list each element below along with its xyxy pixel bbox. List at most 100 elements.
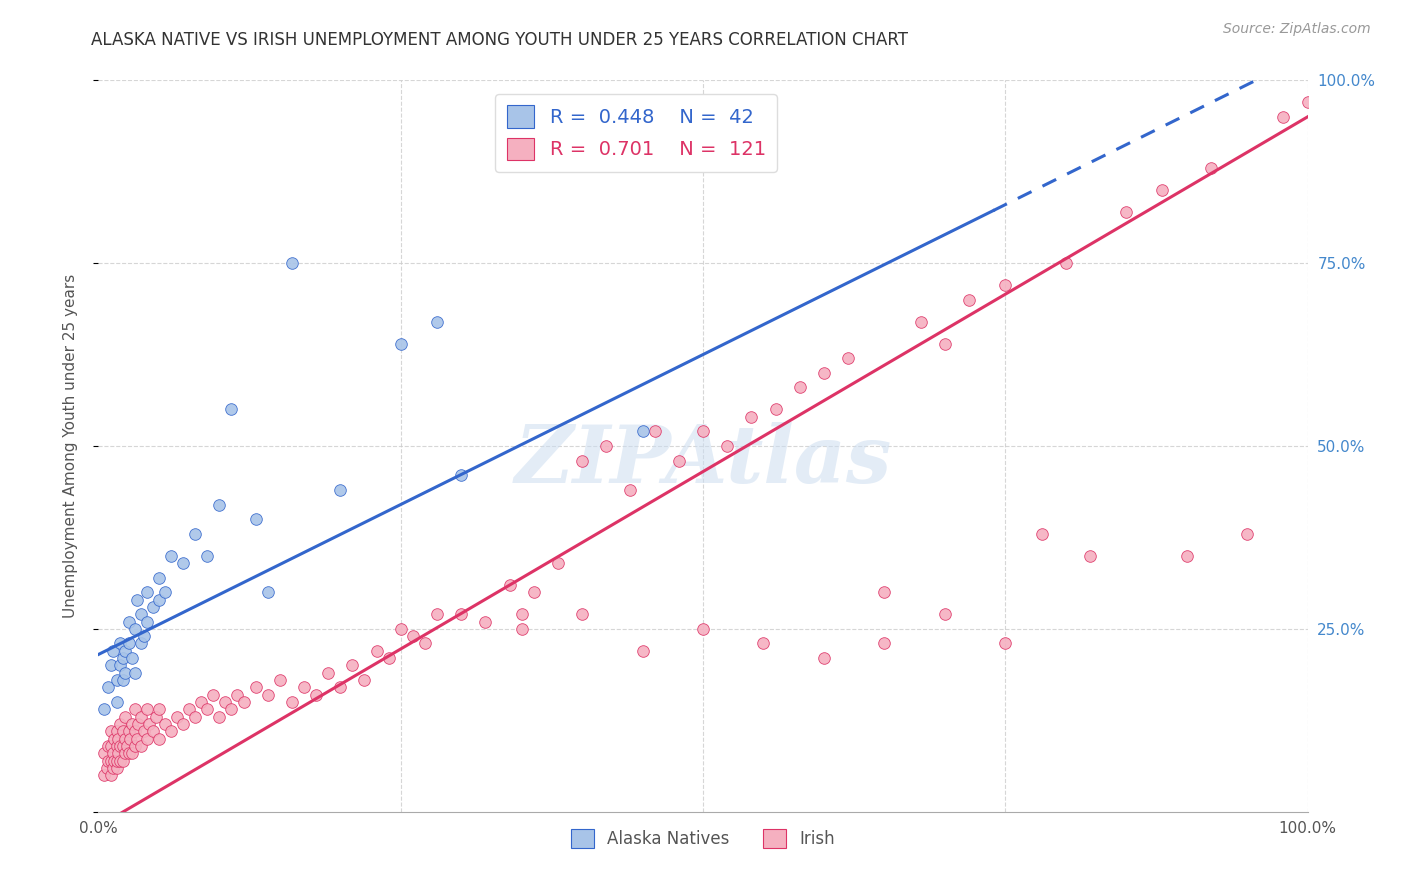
Point: [426, 315, 449, 329]
Point: [510, 622, 533, 636]
Point: [111, 754, 134, 768]
Point: [153, 585, 176, 599]
Point: [100, 754, 122, 768]
Point: [97, 681, 120, 695]
Point: [134, 629, 156, 643]
Point: [413, 636, 436, 650]
Point: [108, 636, 131, 650]
Point: [716, 439, 738, 453]
Point: [127, 717, 149, 731]
Point: [101, 761, 124, 775]
Point: [148, 571, 170, 585]
Point: [329, 681, 352, 695]
Point: [190, 695, 212, 709]
Point: [129, 739, 152, 753]
Point: [281, 695, 304, 709]
Point: [97, 739, 120, 753]
Point: [498, 578, 520, 592]
Point: [195, 549, 218, 563]
Point: [765, 402, 787, 417]
Point: [426, 607, 449, 622]
Point: [118, 731, 141, 746]
Point: [619, 483, 641, 497]
Point: [111, 651, 134, 665]
Point: [129, 709, 152, 723]
Point: [100, 768, 122, 782]
Point: [93, 702, 115, 716]
Point: [292, 681, 315, 695]
Point: [644, 425, 666, 439]
Point: [256, 585, 278, 599]
Point: [281, 256, 304, 270]
Point: [172, 556, 194, 570]
Point: [129, 607, 152, 622]
Point: [148, 731, 170, 746]
Point: [789, 380, 811, 394]
Point: [1152, 183, 1174, 197]
Point: [179, 702, 201, 716]
Point: [692, 425, 714, 439]
Point: [142, 599, 165, 614]
Point: [184, 709, 207, 723]
Point: [316, 665, 339, 680]
Point: [121, 651, 143, 665]
Point: [114, 709, 136, 723]
Point: [692, 110, 714, 124]
Point: [135, 585, 157, 599]
Point: [353, 673, 375, 687]
Point: [142, 724, 165, 739]
Point: [103, 731, 125, 746]
Point: [118, 615, 141, 629]
Point: [114, 731, 136, 746]
Point: [269, 673, 291, 687]
Point: [631, 425, 654, 439]
Point: [124, 622, 146, 636]
Point: [523, 585, 546, 599]
Point: [668, 453, 690, 467]
Point: [105, 724, 128, 739]
Point: [1236, 526, 1258, 541]
Point: [631, 644, 654, 658]
Point: [114, 665, 136, 680]
Point: [100, 658, 122, 673]
Point: [1031, 526, 1053, 541]
Point: [208, 709, 231, 723]
Point: [305, 688, 328, 702]
Point: [118, 746, 141, 760]
Point: [107, 746, 129, 760]
Point: [450, 468, 472, 483]
Legend: Alaska Natives, Irish: Alaska Natives, Irish: [564, 822, 842, 855]
Point: [1078, 549, 1101, 563]
Point: [752, 636, 775, 650]
Point: [571, 607, 593, 622]
Point: [389, 622, 412, 636]
Point: [105, 761, 128, 775]
Point: [114, 746, 136, 760]
Point: [118, 636, 141, 650]
Point: [153, 717, 176, 731]
Point: [114, 644, 136, 658]
Point: [342, 658, 364, 673]
Point: [108, 658, 131, 673]
Point: [202, 688, 225, 702]
Point: [692, 622, 714, 636]
Point: [121, 717, 143, 731]
Point: [256, 688, 278, 702]
Point: [121, 746, 143, 760]
Point: [134, 724, 156, 739]
Point: [994, 278, 1017, 293]
Point: [195, 702, 218, 716]
Point: [127, 592, 149, 607]
Point: [166, 709, 188, 723]
Point: [129, 636, 152, 650]
Point: [377, 651, 399, 665]
Point: [160, 724, 183, 739]
Point: [118, 724, 141, 739]
Point: [910, 315, 932, 329]
Point: [510, 607, 533, 622]
Point: [105, 739, 128, 753]
Point: [105, 673, 128, 687]
Point: [111, 673, 134, 687]
Point: [93, 768, 115, 782]
Point: [93, 746, 115, 760]
